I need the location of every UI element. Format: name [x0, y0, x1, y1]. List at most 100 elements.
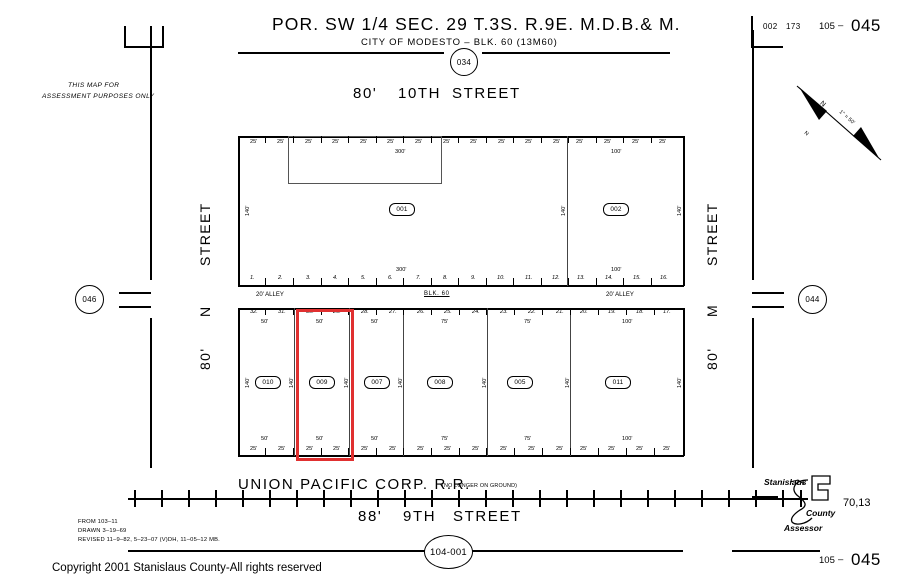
- north-lot-13: 13.: [577, 275, 585, 281]
- parcel-010[interactable]: 010: [255, 376, 281, 389]
- north-top-tick-label-7: 25': [443, 139, 451, 145]
- selected-parcel-highlight-009[interactable]: [296, 309, 354, 461]
- header-frame-left-v: [124, 26, 126, 48]
- north-block-right-line: [683, 136, 685, 286]
- railroad-centerline: [128, 498, 808, 500]
- north-top-tick-label-6: 25': [415, 139, 423, 145]
- south-bottom-tick-11: 25': [556, 446, 564, 452]
- south-bottom-tick-2: 25': [306, 446, 314, 452]
- north-depth-dim-2: 140': [677, 205, 683, 216]
- north-top-tick-label-10: 25': [525, 139, 533, 145]
- north-top-tick-label-11: 25': [553, 139, 561, 145]
- north-lot-11: 11.: [525, 275, 533, 281]
- south-depth-dim-0: 140': [245, 377, 251, 388]
- south-block-top-line: [238, 308, 684, 310]
- seal-code: 70,13: [843, 497, 871, 509]
- south-lot-25: 25.: [444, 309, 452, 315]
- north-top-tick-label-2: 25': [305, 139, 313, 145]
- north-lot-9: 9.: [471, 275, 476, 281]
- north-lot-10: 10.: [497, 275, 505, 281]
- map-purpose-note-line2: ASSESSMENT PURPOSES ONLY: [42, 93, 155, 100]
- street-bottom-type: STREET: [453, 508, 522, 525]
- footer-rule-right: [732, 550, 820, 552]
- right-street-bracket-top: [752, 292, 784, 294]
- south-lot-29: 29.: [333, 309, 341, 315]
- north-lot-12: 12.: [552, 275, 560, 281]
- seal-label-stanislaus: Stanislaus: [764, 477, 807, 487]
- north-bottom-span-300: 300': [396, 267, 407, 273]
- south-depth-dim-3: 140': [398, 377, 404, 388]
- south-lot-19: 19.: [608, 309, 616, 315]
- footer-rule-left: [128, 550, 683, 552]
- north-top-span-100: 100': [611, 149, 622, 155]
- north-lot-6: 6.: [388, 275, 393, 281]
- footer-book-number: 105: [819, 555, 835, 566]
- parcel-001[interactable]: 001: [389, 203, 415, 216]
- south-top-dim-1: 50': [316, 319, 324, 325]
- railroad-ties: [128, 490, 808, 508]
- street-left-width: 80': [197, 347, 213, 370]
- revision-line-3: REVISED 11–9–82, 5–23–07 (V)DH, 11–05–12…: [78, 537, 220, 543]
- south-bottom-dim-2: 50': [371, 436, 379, 442]
- left-street-bracket-top: [119, 292, 151, 294]
- map-purpose-note-line1: THIS MAP FOR: [68, 82, 120, 89]
- parcel-011[interactable]: 011: [605, 376, 631, 389]
- seal-tick-line: [752, 496, 778, 498]
- south-bottom-tick-3: 25': [333, 446, 341, 452]
- map-index-bubble-bottom[interactable]: 104-001: [424, 535, 473, 569]
- alley-label-right: 20' ALLEY: [606, 292, 634, 298]
- north-block-inner-rect: [288, 136, 442, 184]
- street-top-name: 10TH: [398, 85, 442, 102]
- north-top-tick-label-15: 25': [659, 139, 667, 145]
- map-index-bubble-left[interactable]: 046: [75, 285, 104, 314]
- south-top-dim-4: 75': [524, 319, 532, 325]
- south-divider-3: [403, 308, 404, 456]
- south-lot-24: 24.: [472, 309, 480, 315]
- south-lot-28: 28.: [361, 309, 369, 315]
- south-bottom-tick-0: 25': [250, 446, 258, 452]
- south-bottom-tick-1: 25': [278, 446, 286, 452]
- south-lot-32: 32.: [250, 309, 258, 315]
- south-divider-4: [487, 308, 488, 456]
- south-top-dim-0: 50': [261, 319, 269, 325]
- parcel-005[interactable]: 005: [507, 376, 533, 389]
- street-left-name: N: [197, 305, 213, 317]
- corner-dash: –: [838, 20, 844, 31]
- railroad-name: UNION PACIFIC CORP. R.R.: [238, 476, 471, 493]
- south-divider-5: [570, 308, 571, 456]
- parcel-009[interactable]: 009: [309, 376, 335, 389]
- south-bottom-dim-1: 50': [316, 436, 324, 442]
- parcel-008[interactable]: 008: [427, 376, 453, 389]
- south-lot-31: 31.: [278, 309, 286, 315]
- south-bottom-tick-8: 25': [472, 446, 480, 452]
- parcel-007[interactable]: 007: [364, 376, 390, 389]
- right-street-line-lower: [752, 318, 754, 468]
- south-top-dim-2: 50': [371, 319, 379, 325]
- revision-line-2: DRAWN 3–19–69: [78, 528, 127, 534]
- north-top-tick-label-0: 25': [250, 139, 258, 145]
- south-bottom-tick-4: 25': [361, 446, 369, 452]
- right-street-bracket-bottom: [752, 306, 784, 308]
- county-assessor-seal: [778, 470, 840, 537]
- north-lot-16: 16.: [660, 275, 668, 281]
- south-depth-dim-6: 140': [677, 377, 683, 388]
- north-lot-1: 1.: [250, 275, 255, 281]
- south-lot-18: 18.: [636, 309, 644, 315]
- map-index-bubble-top[interactable]: 034: [450, 48, 478, 76]
- header-rule-right: [482, 52, 670, 54]
- north-depth-dim-0: 140': [245, 205, 251, 216]
- street-top-type: STREET: [452, 85, 521, 102]
- south-lot-20: 20.: [580, 309, 588, 315]
- north-top-tick-label-13: 25': [604, 139, 612, 145]
- parcel-002[interactable]: 002: [603, 203, 629, 216]
- north-lot-8: 8.: [443, 275, 448, 281]
- north-top-tick-label-1: 25': [277, 139, 285, 145]
- map-title: POR. SW 1/4 SEC. 29 T.3S. R.9E. M.D.B.& …: [272, 14, 681, 34]
- header-frame-left-v2: [162, 26, 164, 48]
- street-left-type: STREET: [197, 202, 213, 266]
- south-bottom-tick-14: 25': [636, 446, 644, 452]
- south-depth-dim-1: 140': [289, 377, 295, 388]
- map-index-bubble-right[interactable]: 044: [798, 285, 827, 314]
- south-bottom-dim-5: 100': [622, 436, 633, 442]
